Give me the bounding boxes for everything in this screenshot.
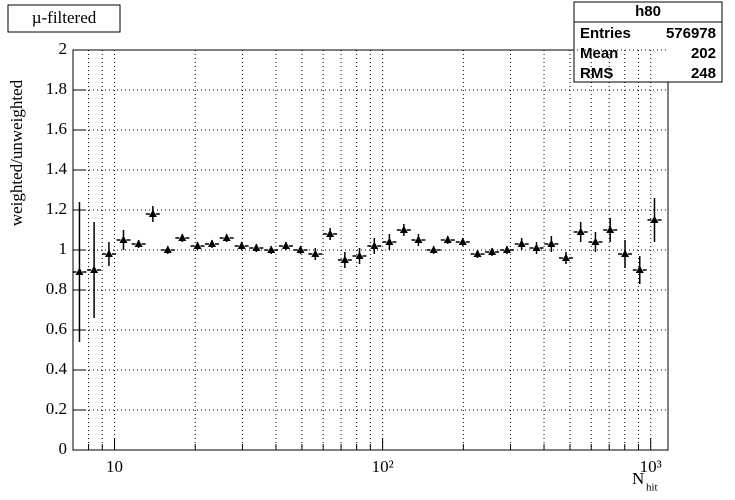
marker: [517, 239, 526, 247]
y-tick-label: 0.2: [46, 399, 67, 418]
y-tick-label: 2: [59, 39, 68, 58]
marker: [399, 225, 408, 233]
marker: [621, 249, 630, 257]
marker: [311, 249, 320, 257]
stats-value: 576978: [666, 25, 716, 42]
marker: [104, 249, 113, 257]
stats-value: 202: [691, 45, 716, 62]
marker: [473, 249, 482, 257]
marker: [443, 235, 452, 243]
marker: [75, 267, 84, 275]
marker: [134, 239, 143, 247]
marker: [547, 239, 556, 247]
y-tick-label: 0.4: [46, 359, 68, 378]
marker: [267, 245, 276, 253]
y-tick-label: 1: [59, 239, 68, 258]
y-tick-label: 1.6: [46, 119, 67, 138]
marker: [193, 241, 202, 249]
marker: [370, 241, 379, 249]
stats-name: h80: [635, 3, 661, 20]
marker: [414, 235, 423, 243]
y-tick-label: 1.8: [46, 79, 67, 98]
marker: [237, 241, 246, 249]
x-axis-label-sub: hit: [646, 482, 658, 494]
chart-title: µ-filtered: [32, 8, 97, 27]
x-tick-label: 10³: [640, 457, 662, 476]
stats-box: [573, 1, 723, 83]
marker: [281, 241, 290, 249]
marker: [90, 265, 99, 273]
marker: [222, 233, 231, 241]
marker: [635, 265, 644, 273]
stats-label: Entries: [580, 25, 631, 42]
y-tick-label: 1.2: [46, 199, 67, 218]
marker: [561, 253, 570, 261]
marker: [355, 251, 364, 259]
x-tick-label: 10: [106, 457, 123, 476]
marker: [296, 245, 305, 253]
marker: [576, 227, 585, 235]
marker: [326, 229, 335, 237]
marker: [606, 225, 615, 233]
marker: [458, 237, 467, 245]
stats-label: RMS: [580, 65, 613, 82]
x-axis-label: N: [632, 469, 644, 488]
marker: [252, 243, 261, 251]
marker: [148, 209, 157, 217]
marker: [178, 233, 187, 241]
stats-label: Mean: [580, 45, 618, 62]
y-tick-label: 1.4: [46, 159, 68, 178]
marker: [119, 235, 128, 243]
marker: [650, 215, 659, 223]
y-tick-label: 0.6: [46, 319, 67, 338]
marker: [340, 255, 349, 263]
title-box: [7, 4, 121, 33]
y-tick-label: 0.8: [46, 279, 67, 298]
marker: [163, 245, 172, 253]
marker: [385, 237, 394, 245]
marker: [429, 245, 438, 253]
x-tick-label: 10²: [372, 457, 394, 476]
y-tick-label: 0: [59, 439, 68, 458]
marker: [488, 247, 497, 255]
marker: [208, 239, 217, 247]
marker: [502, 245, 511, 253]
marker: [591, 237, 600, 245]
y-axis-label: weighted/unweighted: [7, 79, 26, 226]
stats-value: 248: [691, 65, 716, 82]
marker: [532, 243, 541, 251]
